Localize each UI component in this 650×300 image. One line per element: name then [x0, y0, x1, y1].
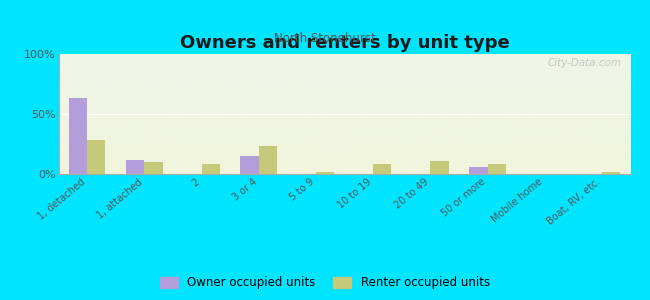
Bar	[602, 172, 620, 174]
Legend: Owner occupied units, Renter occupied units: Owner occupied units, Renter occupied un…	[155, 272, 495, 294]
Bar	[259, 146, 277, 174]
Title: Owners and renters by unit type: Owners and renters by unit type	[179, 34, 510, 52]
Bar	[69, 98, 87, 174]
Bar	[202, 164, 220, 174]
Bar	[316, 172, 334, 174]
Bar	[469, 167, 488, 174]
Text: City-Data.com: City-Data.com	[548, 58, 622, 68]
Bar	[488, 164, 506, 174]
Bar	[373, 164, 391, 174]
Bar	[144, 162, 162, 174]
Bar	[126, 160, 144, 174]
Bar	[240, 156, 259, 174]
Bar	[430, 161, 448, 174]
Bar	[87, 140, 105, 174]
Text: North Stonehurst: North Stonehurst	[274, 32, 376, 44]
